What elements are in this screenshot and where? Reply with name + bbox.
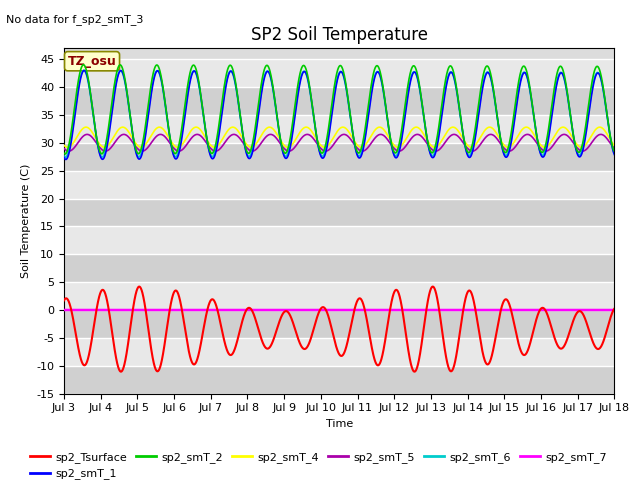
Bar: [64, 199, 614, 227]
Bar: [64, 59, 614, 87]
Bar: [64, 170, 614, 199]
Bar: [64, 254, 614, 282]
Bar: [64, 115, 614, 143]
Bar: [64, 143, 614, 170]
Legend: sp2_Tsurface, sp2_smT_1, sp2_smT_2, sp2_smT_4, sp2_smT_5, sp2_smT_6, sp2_smT_7: sp2_Tsurface, sp2_smT_1, sp2_smT_2, sp2_…: [26, 447, 612, 480]
Text: No data for f_sp2_smT_3: No data for f_sp2_smT_3: [6, 14, 144, 25]
Bar: [64, 282, 614, 310]
X-axis label: Time: Time: [326, 419, 353, 429]
Bar: [64, 366, 614, 394]
Y-axis label: Soil Temperature (C): Soil Temperature (C): [20, 164, 31, 278]
Title: SP2 Soil Temperature: SP2 Soil Temperature: [251, 25, 428, 44]
Bar: [64, 338, 614, 366]
Bar: [64, 227, 614, 254]
Bar: [64, 310, 614, 338]
Bar: [64, 87, 614, 115]
Text: TZ_osu: TZ_osu: [68, 55, 116, 68]
